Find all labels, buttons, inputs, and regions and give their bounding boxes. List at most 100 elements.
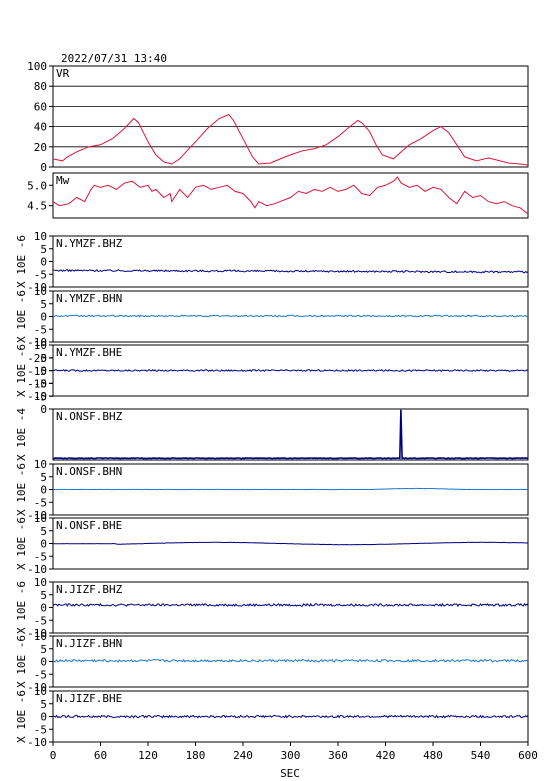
series-line-jizf-bhz: [52, 602, 529, 608]
series-line-jizf-bhn: [52, 658, 529, 663]
y-tick-label: -5: [34, 268, 47, 281]
y-tick-label: 10: [34, 685, 47, 698]
x-tick-label: 240: [233, 749, 253, 762]
y-tick-label: -5: [34, 668, 47, 681]
x-tick-label: 540: [471, 749, 491, 762]
series-line-onsf-bhz: [53, 409, 529, 460]
panel-label: N.JIZF.BHN: [56, 637, 122, 650]
y-tick-label: 0: [40, 365, 47, 378]
x-tick-label: 420: [376, 749, 396, 762]
series-line-onsf-bhn: [52, 487, 529, 491]
y-tick-label: -20: [27, 352, 47, 365]
y-tick-label: 0: [40, 656, 47, 669]
y-tick-label: 5: [40, 525, 47, 538]
panel-frame: [52, 172, 529, 219]
panel-mw: 5.0 4.5 Mw: [27, 172, 529, 219]
panel-label: N.ONSF.BHE: [56, 519, 122, 532]
y-tick-label: -10: [27, 281, 47, 294]
y-tick-label: 20: [34, 141, 47, 154]
y-tick-label: -5: [34, 377, 47, 390]
y-tick-label: -5: [34, 614, 47, 627]
y-tick-label: -10: [27, 509, 47, 522]
y-tick-label: 0: [40, 711, 47, 724]
y-axis-label: X 10E -6: [15, 690, 28, 743]
y-axis-label: X 10E -6: [15, 581, 28, 634]
panel-label: VR: [56, 67, 70, 80]
y-tick-label: 5: [40, 471, 47, 484]
series-line-mw: [52, 176, 529, 215]
x-tick-label: 120: [138, 749, 158, 762]
series-line-onsf-bhe: [53, 541, 529, 546]
y-tick-label: 5: [40, 698, 47, 711]
panel-label: N.JIZF.BHZ: [56, 583, 123, 596]
series-line-ymzf-bhz: [52, 268, 529, 274]
x-tick-label: 360: [328, 749, 348, 762]
y-tick-label: 100: [27, 60, 47, 73]
y-axis-label: X 10E -6: [15, 463, 28, 516]
y-tick-label: 10: [34, 339, 47, 352]
y-tick-label: 10: [34, 512, 47, 525]
x-tick-label: 60: [94, 749, 107, 762]
y-tick-label: -5: [34, 390, 47, 403]
series-line-ymzf-bhn: [52, 314, 529, 318]
y-tick-label: 5.0: [27, 179, 47, 192]
timestamp-label: 2022/07/31 13:40: [61, 52, 167, 65]
y-tick-label: -10: [27, 378, 47, 391]
panel-label: N.ONSF.BHN: [56, 465, 122, 478]
y-tick-label: 5: [40, 243, 47, 256]
y-tick-label: -5: [34, 723, 47, 736]
y-tick-label: 5: [40, 643, 47, 656]
y-tick-label: -10: [27, 336, 47, 349]
y-tick-label: 5: [40, 352, 47, 365]
panel-frame: [52, 408, 529, 461]
y-tick-label: -15: [27, 365, 47, 378]
y-tick-label: 40: [34, 121, 47, 134]
y-axis-label: X 10E -6: [15, 290, 28, 343]
y-tick-label: -10: [27, 390, 47, 403]
y-tick-label: 10: [34, 285, 47, 298]
x-tick-label: 0: [50, 749, 57, 762]
panel-label: N.ONSF.BHZ: [56, 410, 123, 423]
y-tick-label: 0: [40, 403, 47, 416]
y-tick-label: 10: [34, 630, 47, 643]
y-tick-label: 0: [40, 538, 47, 551]
panel-frame: [52, 581, 529, 634]
y-tick-label: 80: [34, 80, 47, 93]
x-tick-label: 300: [281, 749, 301, 762]
y-tick-label: -5: [34, 496, 47, 509]
y-axis-label: X 10E -6: [15, 235, 28, 288]
y-axis-label: X 10E -6: [15, 517, 28, 570]
y-tick-label: 10: [34, 458, 47, 471]
y-tick-label: -5: [34, 323, 47, 336]
x-axis-label: SEC: [280, 767, 300, 780]
y-tick-label: -10: [27, 627, 47, 640]
y-axis-label: X 10E -6: [15, 635, 28, 688]
y-tick-label: 5: [40, 298, 47, 311]
y-tick-label: -10: [27, 563, 47, 576]
y-tick-label: 4.5: [27, 200, 47, 213]
x-tick-label: 480: [423, 749, 443, 762]
panel-onsf-bhz: 0-5-10-15-20X 10E -4 N.ONSF.BHZ: [15, 352, 529, 461]
y-tick-label: 0: [40, 311, 47, 324]
y-axis-label: X 10E -6: [15, 344, 28, 397]
series-line-vr: [52, 113, 529, 166]
y-tick-label: 0: [40, 256, 47, 269]
x-tick-label: 180: [186, 749, 206, 762]
panel-frame: [52, 235, 529, 288]
panel-vr: 100 80 60 40 20 0 VR: [27, 60, 529, 174]
y-tick-label: -10: [27, 736, 47, 749]
y-tick-label: 0: [40, 161, 47, 174]
y-tick-label: -10: [27, 681, 47, 694]
y-tick-label: -5: [34, 550, 47, 563]
panel-label: N.YMZF.BHZ: [56, 237, 123, 250]
panel-frame: [52, 65, 529, 168]
y-tick-label: 10: [34, 576, 47, 589]
